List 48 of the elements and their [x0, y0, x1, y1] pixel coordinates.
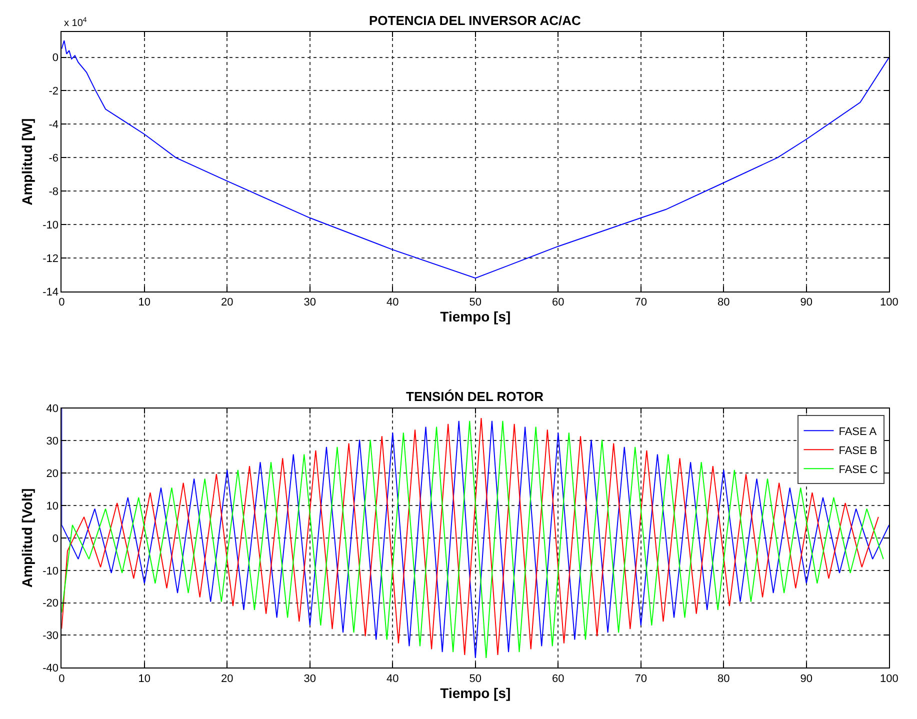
y-tick-label: -30	[42, 630, 58, 642]
y-tick-label: -40	[42, 662, 58, 674]
y-axis-title: Amplitud [Volt]	[19, 488, 36, 588]
chart-title: POTENCIA DEL INVERSOR AC/AC	[369, 13, 582, 28]
x-tick-label: 100	[880, 672, 898, 685]
y-tick-label: -14	[42, 286, 58, 298]
y-tick-label: 0	[52, 52, 58, 64]
y-tick-label: 0	[52, 532, 58, 545]
x-tick-label: 90	[800, 672, 813, 685]
x-tick-label: 10	[138, 672, 151, 685]
x-tick-label: 50	[469, 672, 482, 685]
x-tick-label: 30	[304, 672, 316, 685]
x-tick-label: 70	[634, 296, 648, 309]
y-tick-label: -10	[42, 565, 58, 578]
x-tick-label: 20	[221, 672, 234, 685]
y-tick-label: -4	[48, 119, 58, 132]
y-tick-label: -10	[42, 219, 58, 232]
x-axis-title: Tiempo [s]	[440, 684, 511, 701]
x-tick-label: 60	[552, 672, 564, 685]
x-tick-label: 50	[469, 296, 482, 309]
x-tick-label: 30	[304, 296, 316, 309]
x-tick-label: 90	[800, 296, 813, 309]
line-series	[62, 40, 890, 279]
x-tick-label: 40	[386, 296, 399, 309]
legend-label: FASE A	[838, 426, 878, 438]
x-tick-label: 70	[634, 672, 648, 685]
y-tick-label: -8	[48, 186, 58, 198]
x-axis-title: Tiempo [s]	[440, 308, 511, 325]
y-tick-label: 40	[46, 403, 58, 416]
y-tick-label: -12	[42, 252, 58, 265]
y-tick-label: -20	[42, 598, 58, 610]
y-tick-label: -6	[48, 152, 58, 165]
legend-label: FASE C	[838, 464, 878, 476]
x-tick-label: 60	[552, 296, 564, 309]
chart-title: TENSIÓN DEL ROTOR	[406, 389, 544, 404]
legend-label: FASE B	[838, 444, 878, 457]
y-tick-label: -2	[48, 86, 58, 98]
x-tick-label: 20	[221, 296, 234, 309]
x-tick-label: 10	[138, 296, 151, 309]
text: x 10$^{4}$	[64, 17, 87, 30]
x-tick-label: 100	[880, 296, 898, 309]
y-axis-title: Amplitud [W]	[19, 118, 36, 206]
x-tick-label: 80	[718, 296, 730, 309]
y-tick-label: 30	[46, 436, 58, 448]
x-tick-label: 80	[718, 672, 730, 685]
y-tick-label: 10	[46, 500, 58, 512]
y-tick-label: 20	[46, 468, 58, 480]
x-tick-label: 40	[386, 672, 399, 685]
